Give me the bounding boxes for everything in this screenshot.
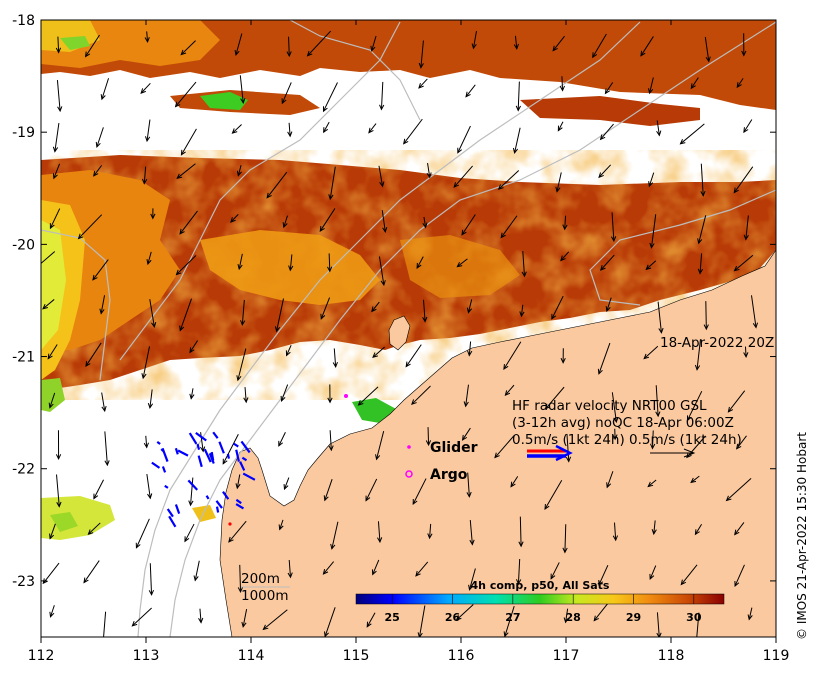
y-tick-label: -19 [12,125,35,141]
colorbar-title: 4h comp, p50, All Sats [471,579,610,592]
hf-radar-arrow [217,507,218,513]
credit-text: © IMOS 21-Apr-2022 15:30 Hobart [795,432,809,640]
x-tick-label: 117 [553,648,580,664]
y-tick-label: -23 [12,574,35,590]
colorbar-tick-label: 25 [385,611,400,624]
glider-position-south [228,522,231,525]
hf-radar-arrow [198,444,199,450]
hf-radar-line1: HF radar velocity NRT00 GSL [512,398,707,414]
hf-radar-arrow [212,452,213,460]
colorbar-tick-label: 30 [686,611,702,624]
hf-radar-line2: (3-12h avg) noQC 18-Apr 06:00Z [512,415,734,431]
contour-label-1000m: 1000m [241,588,289,604]
hf-radar-arrow [228,454,229,459]
glider-position [344,394,348,398]
x-tick-label: 116 [448,648,475,664]
colorbar-tick-label: 28 [566,611,581,624]
argo-legend-label: Argo [430,467,468,483]
x-tick-label: 113 [133,648,160,664]
timestamp-label: 18-Apr-2022 20Z [660,335,774,351]
y-tick-label: -18 [12,13,35,29]
glider-legend-label: Glider [430,440,478,456]
colorbar-gradient [356,594,724,604]
x-tick-label: 114 [238,648,265,664]
y-tick-label: -22 [12,462,35,478]
x-tick-label: 112 [28,648,55,664]
glider-legend-marker [407,445,411,449]
x-tick-label: 118 [658,648,685,664]
colorbar-tick-label: 29 [626,611,641,624]
colorbar-tick-label: 27 [505,611,520,624]
hf-radar-line3: 0.5m/s (1kt 24h) 0.5m/s (1kt 24h) [512,432,742,448]
y-tick-label: -21 [12,350,35,366]
x-tick-label: 119 [763,648,790,664]
contour-label-200m: 200m [241,571,280,587]
y-tick-label: -20 [12,237,35,253]
x-tick-label: 115 [343,648,370,664]
colorbar-tick-label: 26 [445,611,461,624]
